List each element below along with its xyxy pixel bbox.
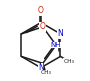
Text: N: N <box>38 63 44 72</box>
Text: O: O <box>38 6 44 15</box>
Text: NH: NH <box>51 42 61 48</box>
Text: N: N <box>58 29 63 38</box>
Text: CH₃: CH₃ <box>63 59 74 64</box>
Text: CH₃: CH₃ <box>40 70 51 75</box>
Text: O: O <box>40 22 46 31</box>
